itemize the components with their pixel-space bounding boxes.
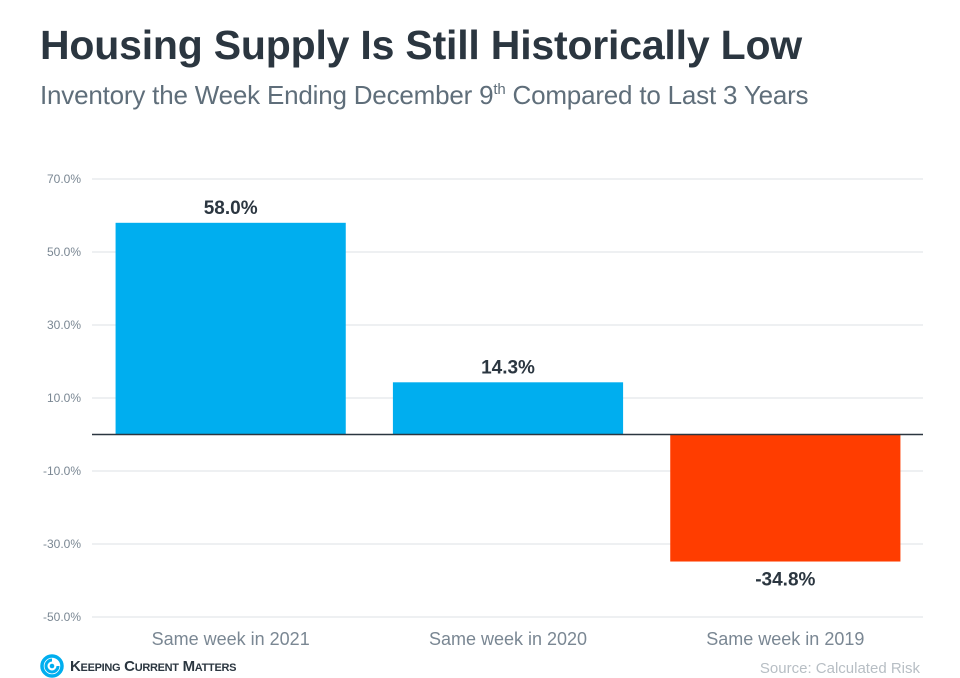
x-category-label: Same week in 2019 <box>706 629 864 649</box>
chart-subtitle: Inventory the Week Ending December 9th C… <box>40 80 809 111</box>
bar <box>115 222 346 435</box>
y-tick-label: 10.0% <box>47 391 81 405</box>
y-tick-label: 30.0% <box>47 318 81 332</box>
y-tick-label: -30.0% <box>43 537 81 551</box>
y-tick-label: -10.0% <box>43 464 81 478</box>
bar <box>670 434 901 562</box>
logo-text: Keeping Current Matters <box>70 657 237 675</box>
bar <box>392 382 624 435</box>
data-label: 14.3% <box>481 357 535 378</box>
swirl-logo-icon <box>40 654 64 678</box>
data-label: 58.0% <box>204 198 258 219</box>
subtitle-main: Inventory the Week Ending December 9 <box>40 80 494 110</box>
source-note: Source: Calculated Risk <box>759 660 920 677</box>
x-category-label: Same week in 2020 <box>429 629 587 649</box>
y-tick-label: 70.0% <box>47 172 81 186</box>
subtitle-superscript: th <box>493 81 506 98</box>
y-tick-label: -50.0% <box>43 610 81 624</box>
chart-title: Housing Supply Is Still Historically Low <box>40 22 802 68</box>
kcm-logo: Keeping Current Matters <box>40 654 237 678</box>
subtitle-rest: Compared to Last 3 Years <box>505 80 809 110</box>
y-tick-label: 50.0% <box>47 245 81 259</box>
x-category-label: Same week in 2021 <box>152 629 310 649</box>
data-label: -34.8% <box>755 570 815 591</box>
